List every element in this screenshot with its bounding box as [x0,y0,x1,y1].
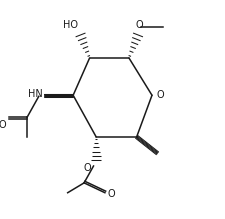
Text: O: O [0,120,6,131]
Text: O: O [156,90,164,100]
Text: HN: HN [28,89,43,99]
Text: O: O [107,189,115,199]
Text: O: O [83,163,90,173]
Text: HO: HO [62,19,77,30]
Text: O: O [135,19,142,30]
